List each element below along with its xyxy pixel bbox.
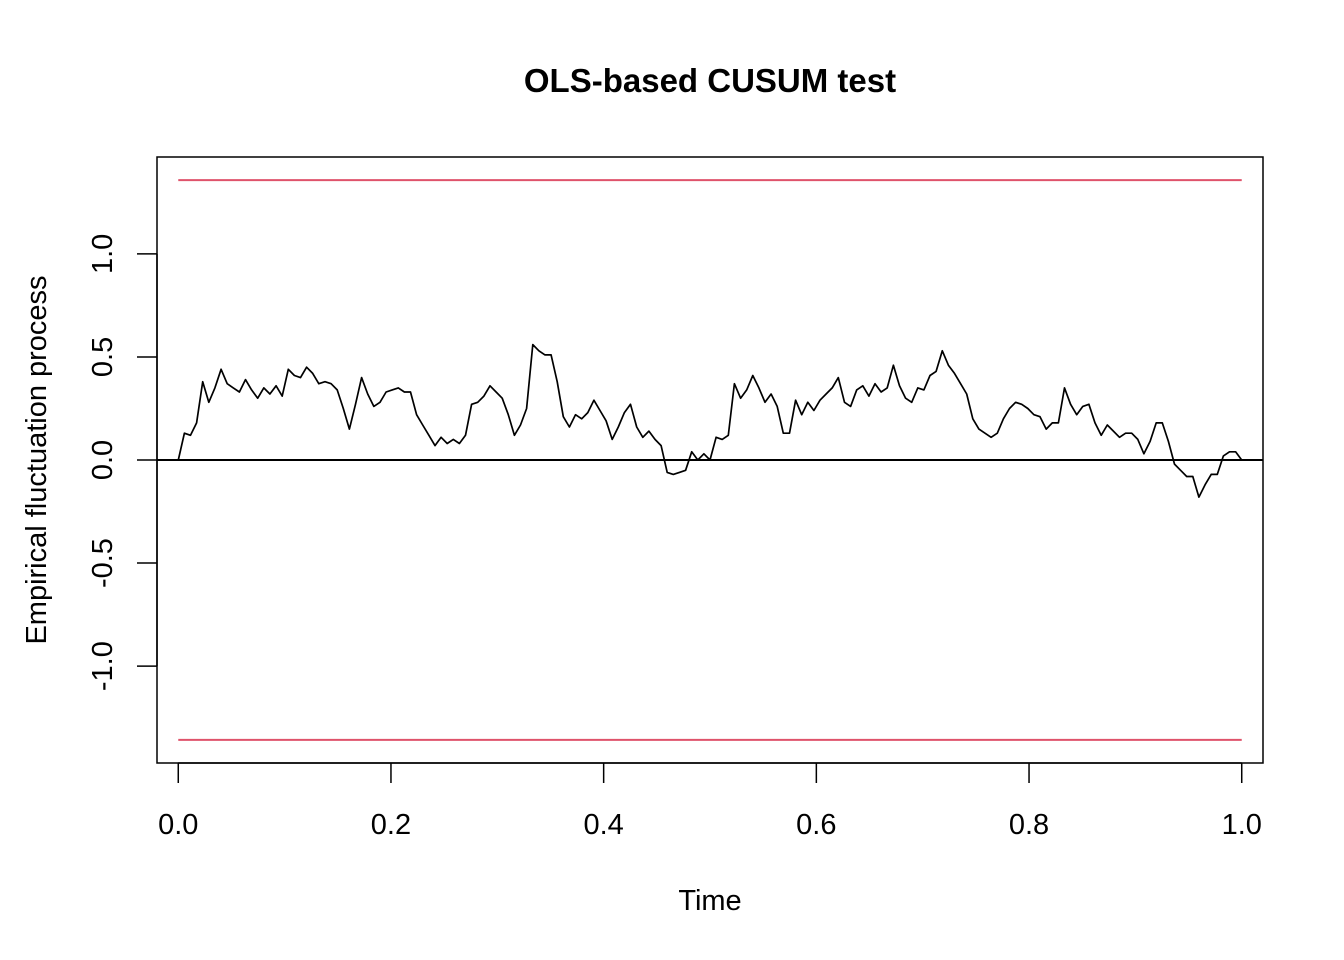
y-tick-label: -1.0 — [87, 641, 119, 691]
x-tick-label: 0.2 — [371, 809, 411, 841]
chart-title: OLS-based CUSUM test — [524, 62, 896, 99]
y-tick-label: -0.5 — [87, 538, 119, 588]
x-tick-label: 0.4 — [583, 809, 623, 841]
x-axis-label: Time — [678, 885, 741, 917]
y-tick-label: 1.0 — [87, 234, 119, 274]
y-axis: -1.0 -0.5 0.0 0.5 1.0 — [87, 234, 158, 691]
x-axis: 0.0 0.2 0.4 0.6 0.8 1.0 — [158, 762, 1262, 841]
x-tick-label: 0.0 — [158, 809, 198, 841]
x-tick-label: 0.6 — [796, 809, 836, 841]
x-tick-label: 0.8 — [1009, 809, 1049, 841]
series-line-0 — [177, 343, 1243, 498]
y-tick-label: 0.5 — [87, 337, 119, 377]
y-tick-label: 0.0 — [87, 440, 119, 480]
y-axis-label: Empirical fluctuation process — [21, 275, 53, 644]
x-tick-label: 1.0 — [1222, 809, 1262, 841]
